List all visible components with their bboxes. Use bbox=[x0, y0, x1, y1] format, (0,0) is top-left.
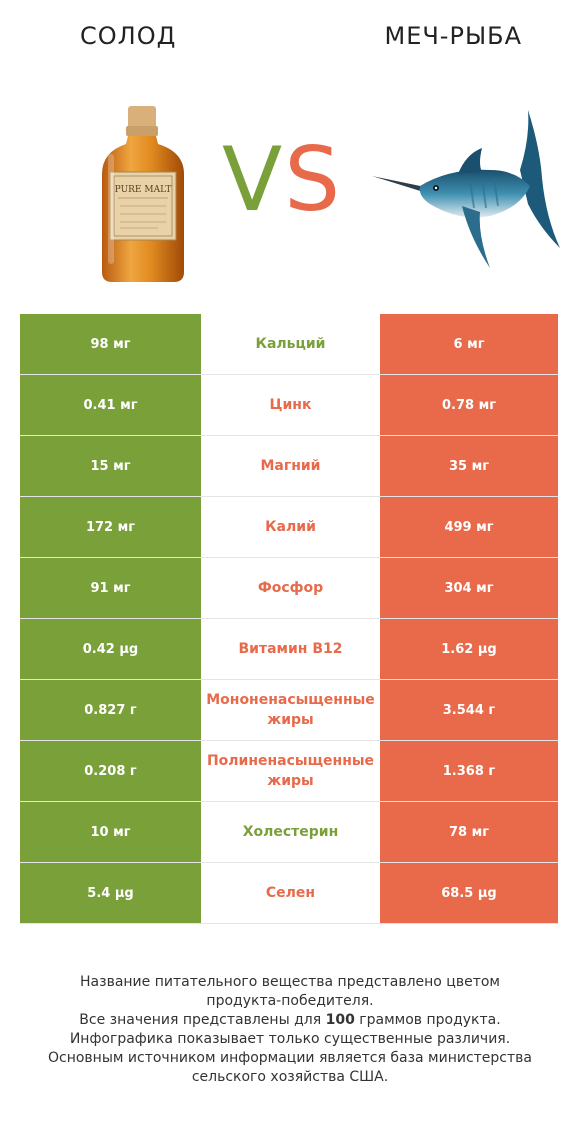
left-value: 98 мг bbox=[20, 314, 201, 374]
table-row: 172 мг Калий 499 мг bbox=[20, 497, 558, 558]
table-row: 0.42 µg Витамин B12 1.62 µg bbox=[20, 619, 558, 680]
table-row: 98 мг Кальций 6 мг bbox=[20, 314, 558, 375]
nutrient-name: Полиненасыщенные жиры bbox=[201, 741, 380, 801]
left-value: 0.208 г bbox=[20, 741, 201, 801]
right-value: 3.544 г bbox=[380, 680, 558, 740]
footer-line: Основным источником информации является … bbox=[48, 1050, 532, 1066]
bottle-label-text: PURE MALT bbox=[115, 185, 172, 195]
left-value: 0.42 µg bbox=[20, 619, 201, 679]
table-row: 0.208 г Полиненасыщенные жиры 1.368 г bbox=[20, 741, 558, 802]
right-value: 68.5 µg bbox=[380, 863, 558, 923]
right-value: 0.78 мг bbox=[380, 375, 558, 435]
nutrient-name: Мононенасыщенные жиры bbox=[201, 680, 380, 740]
left-value: 15 мг bbox=[20, 436, 201, 496]
footer-line: Все значения представлены для 100 граммо… bbox=[79, 1012, 501, 1028]
vs-label: VS bbox=[222, 128, 343, 231]
right-value: 304 мг bbox=[380, 558, 558, 618]
right-value: 35 мг bbox=[380, 436, 558, 496]
nutrient-name: Фосфор bbox=[201, 558, 380, 618]
left-value: 172 мг bbox=[20, 497, 201, 557]
table-row: 5.4 µg Селен 68.5 µg bbox=[20, 863, 558, 924]
right-value: 1.368 г bbox=[380, 741, 558, 801]
footer-line: сельского хозяйства США. bbox=[191, 1069, 389, 1085]
nutrient-name: Магний bbox=[201, 436, 380, 496]
left-value: 10 мг bbox=[20, 802, 201, 862]
table-row: 15 мг Магний 35 мг bbox=[20, 436, 558, 497]
nutrient-name: Цинк bbox=[201, 375, 380, 435]
left-value: 0.827 г bbox=[20, 680, 201, 740]
footer-line: продукта-победителя. bbox=[206, 993, 374, 1009]
table-row: 10 мг Холестерин 78 мг bbox=[20, 802, 558, 863]
table-row: 0.41 мг Цинк 0.78 мг bbox=[20, 375, 558, 436]
right-value: 78 мг bbox=[380, 802, 558, 862]
table-row: 91 мг Фосфор 304 мг bbox=[20, 558, 558, 619]
left-value: 0.41 мг bbox=[20, 375, 201, 435]
right-value: 499 мг bbox=[380, 497, 558, 557]
nutrient-name: Селен bbox=[201, 863, 380, 923]
left-value: 91 мг bbox=[20, 558, 201, 618]
footer-line: Инфографика показывает только существенн… bbox=[69, 1031, 511, 1047]
right-value: 6 мг bbox=[380, 314, 558, 374]
nutrient-name: Кальций bbox=[201, 314, 380, 374]
nutrient-name: Холестерин bbox=[201, 802, 380, 862]
nutrient-name: Калий bbox=[201, 497, 380, 557]
left-product-title: СОЛОД bbox=[80, 22, 177, 50]
right-value: 1.62 µg bbox=[380, 619, 558, 679]
nutrient-name: Витамин B12 bbox=[201, 619, 380, 679]
table-row: 0.827 г Мононенасыщенные жиры 3.544 г bbox=[20, 680, 558, 741]
comparison-table: 98 мг Кальций 6 мг 0.41 мг Цинк 0.78 мг … bbox=[20, 314, 558, 924]
whisky-bottle-icon: PURE MALT bbox=[98, 104, 188, 290]
footer-line: Название питательного вещества представл… bbox=[80, 974, 500, 990]
right-product-title: МЕЧ-РЫБА bbox=[384, 22, 522, 50]
swordfish-icon bbox=[370, 108, 560, 280]
footer-note: Название питательного вещества представл… bbox=[0, 973, 580, 1087]
left-value: 5.4 µg bbox=[20, 863, 201, 923]
